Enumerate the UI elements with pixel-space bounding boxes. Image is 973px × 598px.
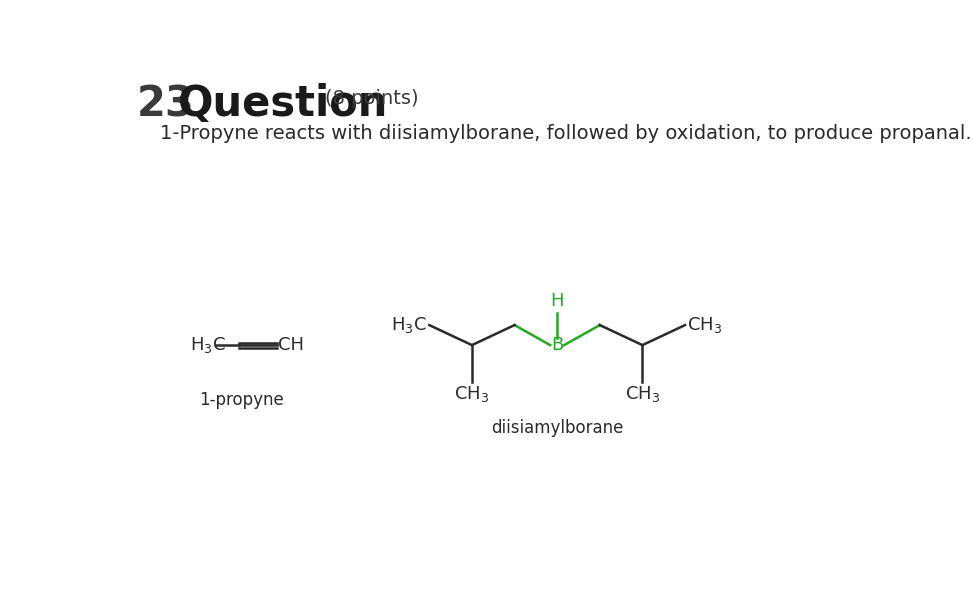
Text: 1-propyne: 1-propyne (199, 391, 284, 409)
Text: CH: CH (278, 336, 305, 354)
Text: B: B (551, 336, 563, 354)
Text: H$_3$C: H$_3$C (190, 335, 226, 355)
Text: H: H (551, 292, 564, 310)
Text: H$_3$C: H$_3$C (391, 315, 427, 335)
Text: Question: Question (177, 83, 388, 126)
Text: 23: 23 (137, 83, 195, 126)
Text: CH$_3$: CH$_3$ (625, 385, 660, 404)
Text: (8 points): (8 points) (325, 89, 418, 108)
Text: CH$_3$: CH$_3$ (687, 315, 723, 335)
Text: 1-Propyne reacts with diisiamylborane, followed by oxidation, to produce propana: 1-Propyne reacts with diisiamylborane, f… (161, 124, 972, 143)
Text: CH$_3$: CH$_3$ (454, 385, 489, 404)
Text: diisiamylborane: diisiamylborane (491, 419, 624, 437)
